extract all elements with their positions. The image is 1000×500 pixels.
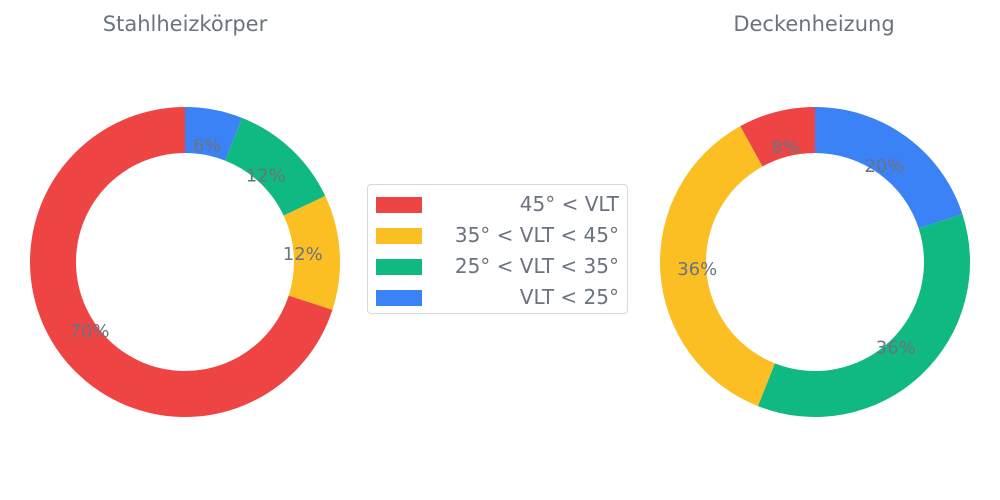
donut-slice: [740, 107, 815, 167]
donut-slice: [757, 214, 970, 417]
donut-slice: [30, 107, 333, 418]
legend-item: 35° < VLT < 45°: [368, 220, 627, 251]
slice-label: 70%: [70, 321, 110, 342]
slice-label: 12%: [283, 244, 323, 265]
legend-label: 45° < VLT: [519, 192, 619, 216]
chart-title-right: Deckenheizung: [733, 12, 895, 36]
slice-label: 8%: [771, 137, 800, 158]
donut-slice: [185, 107, 243, 161]
legend: 45° < VLT 35° < VLT < 45° 25° < VLT < 35…: [367, 184, 628, 314]
slice-label: 36%: [677, 259, 717, 280]
legend-label: VLT < 25°: [519, 285, 619, 309]
donut-slice: [815, 107, 963, 229]
legend-item: 25° < VLT < 35°: [368, 251, 627, 282]
donut-slice: [283, 196, 340, 310]
legend-swatch: [376, 228, 422, 244]
slice-label: 20%: [864, 156, 904, 177]
legend-swatch: [376, 259, 422, 275]
legend-label: 25° < VLT < 35°: [454, 254, 619, 278]
donut-slice: [225, 117, 326, 216]
slice-label: 12%: [246, 165, 286, 186]
slice-label: 36%: [876, 338, 916, 359]
legend-label: 35° < VLT < 45°: [454, 223, 619, 247]
legend-swatch: [376, 197, 422, 213]
legend-item: VLT < 25°: [368, 282, 627, 313]
legend-swatch: [376, 290, 422, 306]
donut-slice: [659, 126, 775, 407]
legend-item: 45° < VLT: [368, 189, 627, 220]
chart-title-left: Stahlheizkörper: [102, 12, 268, 36]
slice-label: 6%: [193, 136, 222, 157]
